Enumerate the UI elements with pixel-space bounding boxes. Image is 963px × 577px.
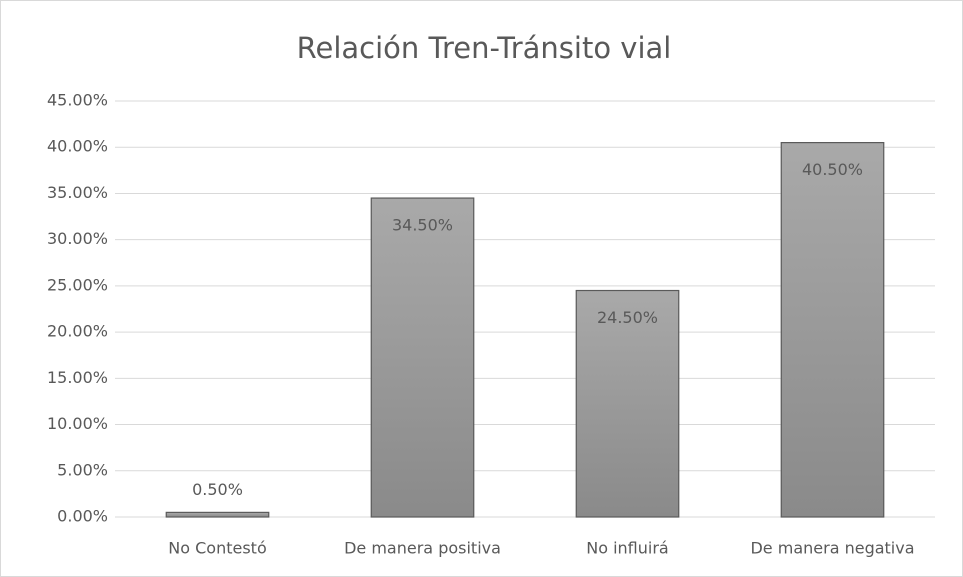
bar [575,289,680,518]
y-tick-label: 20.00% [47,322,108,341]
y-tick-label: 30.00% [47,229,108,248]
data-label: 40.50% [802,160,863,179]
chart-title: Relación Tren-Tránsito vial [297,31,672,65]
y-tick-label: 35.00% [47,183,108,202]
bar [370,197,475,518]
data-label: 34.50% [392,216,453,235]
x-tick-label: No influirá [586,539,668,558]
y-tick-label: 5.00% [57,460,108,479]
bar [165,511,270,518]
x-tick-label: No Contestó [168,539,266,558]
y-tick-label: 10.00% [47,414,108,433]
data-label: 0.50% [192,480,243,499]
y-tick-label: 15.00% [47,368,108,387]
y-tick-label: 45.00% [47,91,108,110]
x-tick-label: De manera negativa [750,539,914,558]
y-tick-label: 40.00% [47,137,108,156]
bar [780,142,885,518]
data-label: 24.50% [597,308,658,327]
y-tick-label: 0.00% [57,507,108,526]
y-tick-label: 25.00% [47,275,108,294]
x-tick-label: De manera positiva [344,539,501,558]
